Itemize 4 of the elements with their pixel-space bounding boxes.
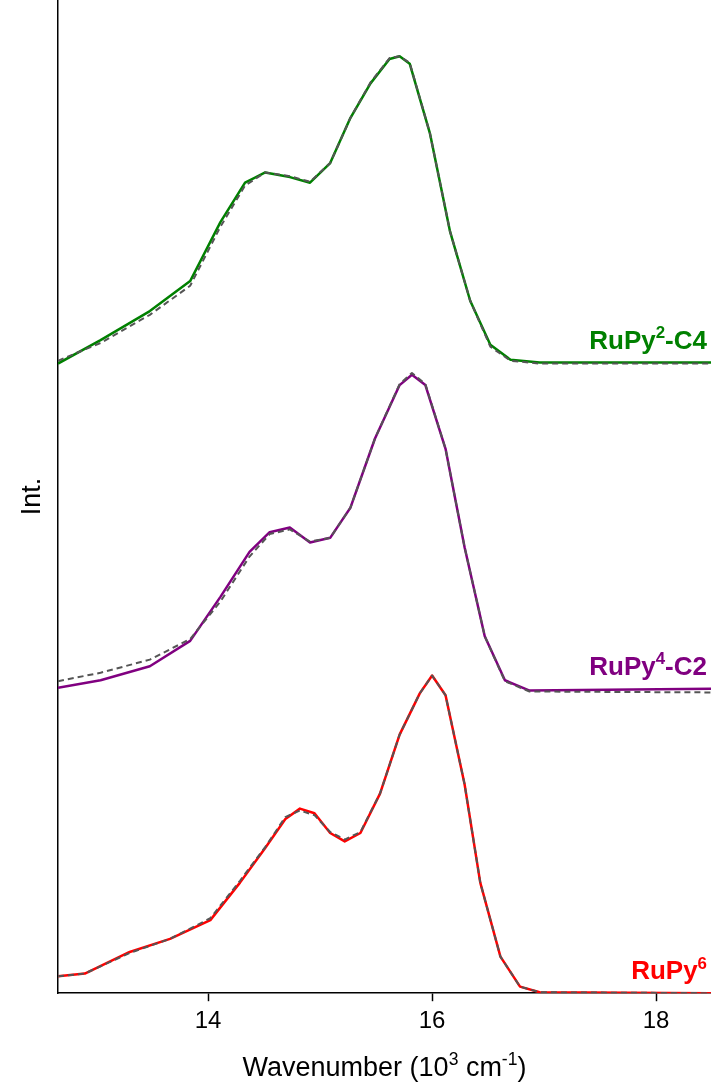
x-tick-label: 18: [642, 1006, 670, 1034]
x-tick-label: 14: [194, 1006, 222, 1034]
x-tick-label: 16: [418, 1006, 446, 1034]
y-axis-title: Int.: [16, 477, 46, 516]
